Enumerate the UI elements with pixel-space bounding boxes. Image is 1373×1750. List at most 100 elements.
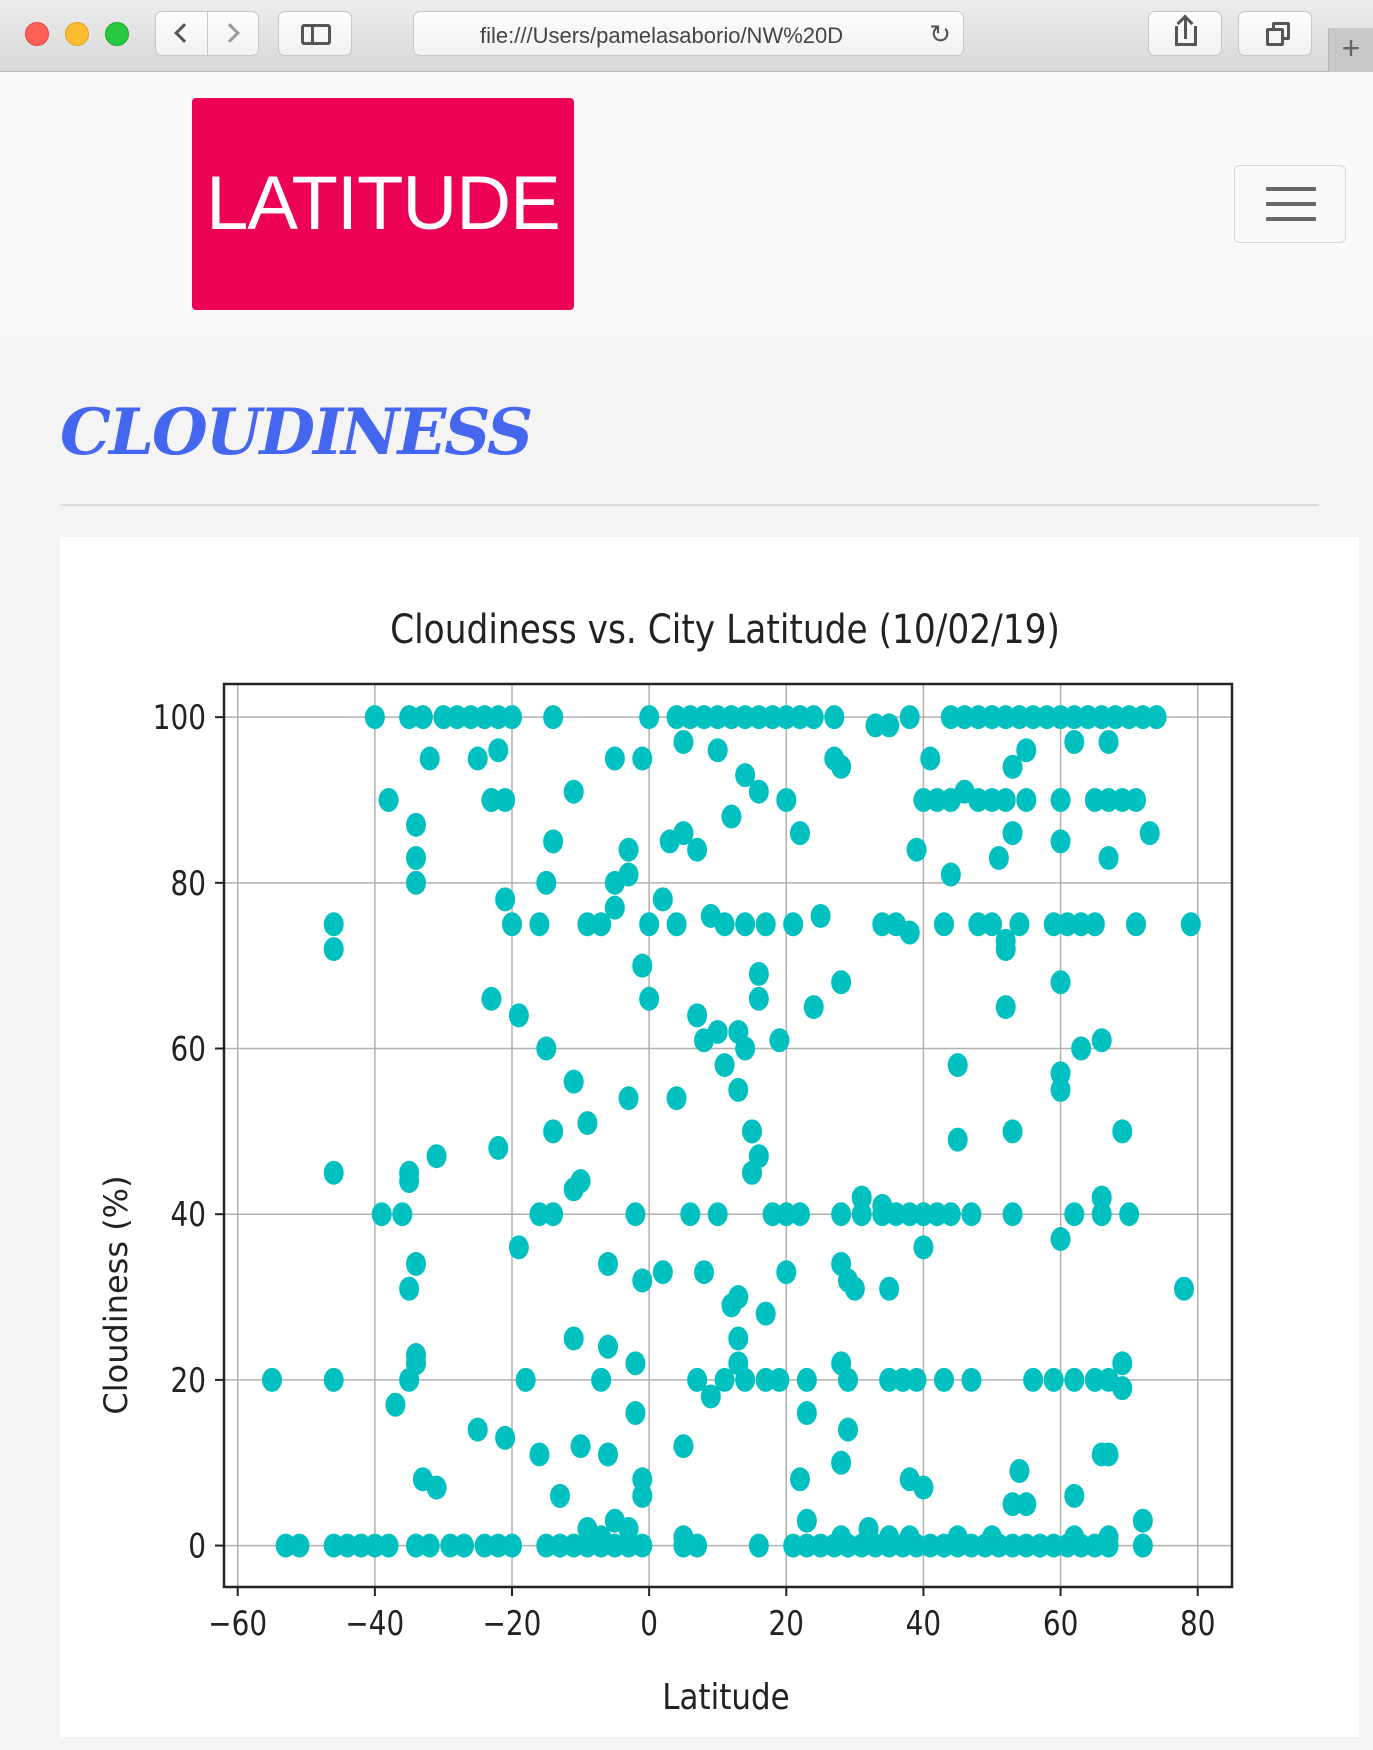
scatter-point: [495, 1425, 516, 1450]
scatter-point: [700, 1384, 721, 1409]
scatter-point: [844, 1276, 865, 1301]
scatter-point: [1016, 738, 1037, 763]
scatter-point: [632, 1268, 653, 1293]
cloudiness-scatter-chart: Cloudiness vs. City Latitude (10/02/19) …: [97, 605, 1234, 1718]
close-window-button[interactable]: [25, 22, 49, 46]
hamburger-icon: [1266, 202, 1316, 206]
reload-icon[interactable]: ↻: [929, 19, 951, 49]
scatter-point: [447, 705, 468, 730]
show-tabs-button[interactable]: [1238, 11, 1312, 56]
scatter-point: [790, 821, 810, 846]
scatter-point: [1050, 1077, 1071, 1102]
scatter-point: [906, 837, 927, 862]
scatter-point: [1084, 1367, 1105, 1392]
scatter-point: [1050, 829, 1071, 854]
forward-icon[interactable]: [220, 23, 240, 43]
scatter-point: [803, 705, 824, 730]
scatter-point: [851, 1185, 872, 1210]
scatter-point: [872, 1193, 893, 1218]
scatter-point: [707, 738, 728, 763]
y-tick-label: 60: [171, 1030, 206, 1069]
page-title: CLOUDINESS: [60, 395, 533, 470]
scatter-point: [927, 787, 948, 812]
minimize-window-button[interactable]: [65, 22, 89, 46]
y-tick-label: 40: [171, 1196, 206, 1235]
scatter-point: [1030, 1533, 1050, 1558]
scatter-point: [1064, 1202, 1085, 1227]
sidebar-toggle-button[interactable]: [278, 11, 352, 56]
y-tick-label: 0: [188, 1527, 206, 1566]
scatter-point: [467, 1417, 488, 1442]
scatter-point: [1132, 1508, 1153, 1533]
scatter-point: [796, 1533, 817, 1558]
scatter-point: [652, 887, 673, 912]
scatter-point: [406, 870, 426, 895]
scatter-point: [961, 1202, 982, 1227]
scatter-point: [604, 746, 625, 771]
scatter-point: [1119, 705, 1140, 730]
scatter-point: [1105, 705, 1126, 730]
scatter-point: [1009, 1459, 1030, 1484]
scatter-point: [543, 829, 564, 854]
scatter-point: [707, 1019, 728, 1044]
back-icon[interactable]: [174, 23, 194, 43]
navbar-brand[interactable]: LATITUDE: [192, 98, 574, 310]
scatter-point: [1002, 1119, 1023, 1144]
scatter-point: [550, 1533, 570, 1558]
nav-divider: [207, 12, 208, 55]
scatter-point: [577, 912, 598, 937]
scatter-point: [536, 1533, 557, 1558]
scatter-point: [591, 1367, 612, 1392]
scatter-point: [988, 845, 1009, 870]
scatter-point: [529, 912, 550, 937]
scatter-point: [392, 1202, 413, 1227]
share-button[interactable]: [1148, 11, 1222, 56]
scatter-point: [1091, 705, 1112, 730]
scatter-point: [858, 1517, 879, 1542]
scatter-point: [385, 1392, 406, 1417]
scatter-point: [577, 1111, 598, 1136]
scatter-point: [364, 1533, 385, 1558]
scatter-point: [755, 912, 776, 937]
hamburger-icon: [1266, 187, 1316, 191]
scatter-point: [1098, 787, 1119, 812]
scatter-point: [488, 738, 509, 763]
scatter-point: [796, 1367, 817, 1392]
scatter-point: [412, 705, 433, 730]
scatter-point: [563, 1533, 584, 1558]
scatter-point: [694, 705, 714, 730]
address-bar[interactable]: file:///Users/pamelasaborio/NW%20D ↻: [413, 11, 964, 56]
scatter-point: [735, 1367, 756, 1392]
hamburger-icon: [1266, 217, 1316, 221]
scatter-point: [323, 1367, 344, 1392]
scatter-point: [748, 986, 769, 1011]
scatter-point: [529, 1442, 550, 1467]
scatter-point: [790, 1467, 810, 1492]
scatter-point: [666, 1086, 687, 1111]
scatter-point: [673, 1525, 694, 1550]
scatter-point: [776, 1260, 797, 1285]
zoom-window-button[interactable]: [105, 22, 129, 46]
scatter-point: [810, 903, 831, 928]
scatter-point: [406, 1533, 426, 1558]
navbar-toggler[interactable]: [1234, 165, 1346, 243]
scatter-point: [1112, 1376, 1133, 1401]
scatter-point: [591, 912, 612, 937]
scatter-point: [790, 1202, 810, 1227]
scatter-point: [831, 970, 852, 995]
scatter-point: [337, 1533, 358, 1558]
scatter-point: [1071, 1036, 1092, 1061]
scatter-point: [1050, 787, 1071, 812]
scatter-point: [399, 1169, 420, 1194]
scatter-point: [899, 705, 920, 730]
scatter-point: [618, 1086, 639, 1111]
scatter-point: [598, 1442, 618, 1467]
new-tab-button[interactable]: +: [1328, 28, 1373, 72]
scatter-point: [1126, 787, 1146, 812]
scatter-point: [982, 787, 1002, 812]
scatter-point: [1009, 912, 1030, 937]
scatter-point: [467, 746, 488, 771]
scatter-point: [1043, 1367, 1064, 1392]
scatter-point: [378, 787, 399, 812]
scatter-point: [543, 1119, 564, 1144]
